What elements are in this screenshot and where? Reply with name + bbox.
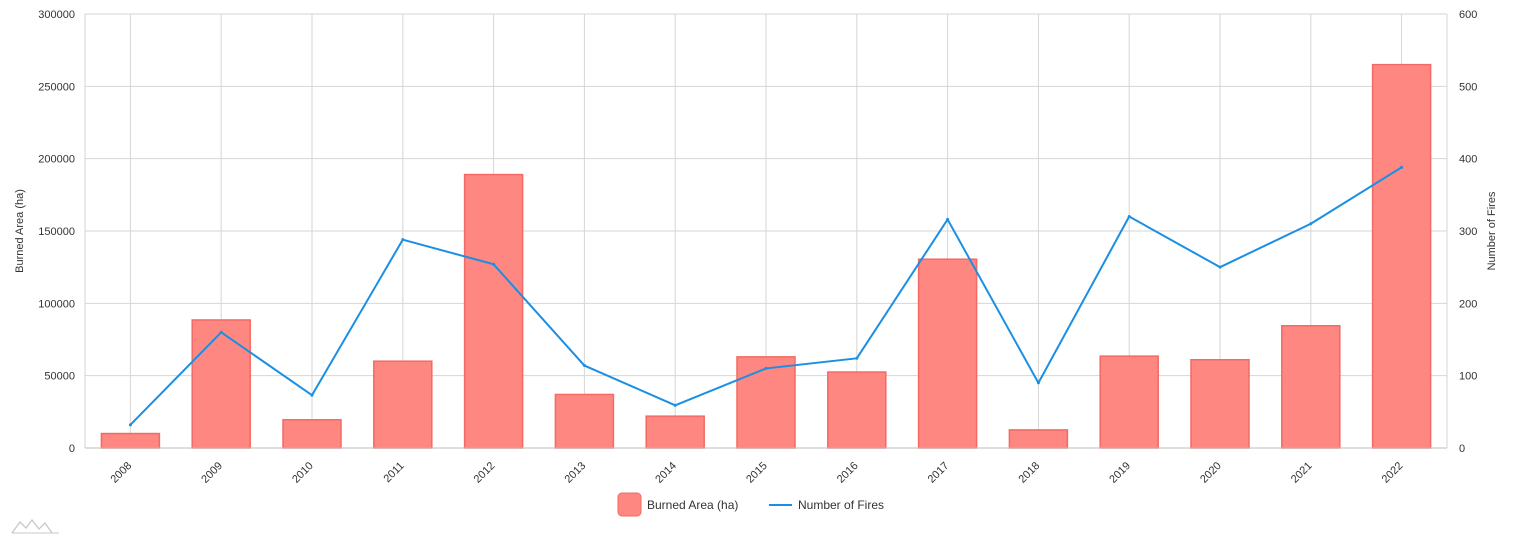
line-point-number-of-fires — [673, 403, 677, 407]
line-point-number-of-fires — [1036, 381, 1040, 385]
legend-item-number-of-fires[interactable]: Number of Fires — [769, 498, 884, 512]
line-point-number-of-fires — [855, 356, 859, 360]
y-left-tick-label: 100000 — [38, 298, 75, 310]
x-tick-label: 2017 — [926, 460, 952, 486]
x-tick-label: 2011 — [381, 460, 406, 485]
y-left-tick-label: 300000 — [38, 9, 75, 21]
x-tick-label: 2014 — [653, 460, 679, 486]
bar-burned-area — [463, 173, 524, 449]
x-tick-label: 2022 — [1380, 460, 1406, 486]
legend: Burned Area (ha) Number of Fires — [617, 492, 884, 517]
x-tick-label: 2012 — [472, 460, 498, 486]
x-tick-label: 2010 — [290, 460, 316, 486]
bar-burned-area — [1281, 325, 1341, 449]
y-right-tick-label: 400 — [1459, 154, 1477, 166]
x-tick-label: 2016 — [835, 460, 861, 486]
x-tick-label: 2008 — [108, 460, 134, 486]
bar-burned-area — [554, 393, 615, 449]
x-tick-label: 2018 — [1016, 460, 1042, 486]
legend-label-number-of-fires: Number of Fires — [798, 498, 884, 512]
y-right-tick-label: 300 — [1459, 226, 1477, 238]
x-tick-label: 2009 — [199, 460, 225, 486]
line-point-number-of-fires — [1309, 222, 1313, 226]
y-right-axis-title: Number of Fires — [1486, 191, 1498, 270]
line-point-number-of-fires — [582, 364, 586, 368]
legend-swatch-burned-area — [617, 492, 642, 517]
line-point-number-of-fires — [401, 238, 405, 242]
line-point-number-of-fires — [310, 393, 314, 397]
x-tick-label: 2013 — [562, 460, 588, 486]
bar-burned-area — [645, 415, 705, 449]
chart-logo-icon — [11, 518, 59, 534]
line-point-number-of-fires — [764, 366, 768, 370]
y-left-axis-title: Burned Area (ha) — [14, 189, 26, 273]
line-point-number-of-fires — [1218, 265, 1222, 269]
legend-item-burned-area[interactable]: Burned Area (ha) — [617, 492, 738, 517]
y-left-tick-label: 0 — [69, 443, 75, 455]
bar-burned-area — [736, 356, 796, 449]
y-right-tick-label: 100 — [1459, 371, 1477, 383]
bar-burned-area — [1008, 429, 1069, 449]
y-right-tick-label: 0 — [1459, 443, 1465, 455]
y-right-tick-label: 600 — [1459, 9, 1477, 21]
y-right-tick-label: 200 — [1459, 298, 1477, 310]
line-point-number-of-fires — [492, 262, 496, 266]
fires-line — [128, 165, 1404, 427]
bars — [100, 63, 1432, 449]
bar-burned-area — [191, 319, 251, 449]
line-point-number-of-fires — [1127, 215, 1131, 219]
bar-burned-area — [1099, 355, 1159, 449]
bar-burned-area — [1190, 359, 1250, 449]
y-left-tick-label: 200000 — [38, 154, 75, 166]
x-tick-label: 2021 — [1289, 460, 1315, 486]
bar-burned-area — [827, 371, 887, 449]
legend-label-burned-area: Burned Area (ha) — [647, 498, 738, 512]
line-point-number-of-fires — [219, 330, 223, 334]
y-right-tick-label: 500 — [1459, 81, 1477, 93]
x-tick-label: 2020 — [1198, 460, 1224, 486]
x-tick-label: 2019 — [1107, 460, 1133, 486]
line-point-number-of-fires — [1400, 165, 1404, 169]
line-point-number-of-fires — [946, 217, 950, 221]
y-left-tick-label: 250000 — [38, 81, 75, 93]
bar-burned-area — [917, 258, 978, 449]
x-tick-label: 2015 — [744, 460, 770, 486]
bar-burned-area — [373, 360, 433, 449]
y-left-tick-label: 50000 — [44, 371, 75, 383]
bar-burned-area — [100, 432, 161, 449]
bar-burned-area — [1371, 63, 1432, 449]
line-point-number-of-fires — [128, 423, 132, 427]
grid — [84, 13, 1448, 449]
bar-burned-area — [282, 419, 342, 449]
y-left-tick-label: 150000 — [38, 226, 75, 238]
